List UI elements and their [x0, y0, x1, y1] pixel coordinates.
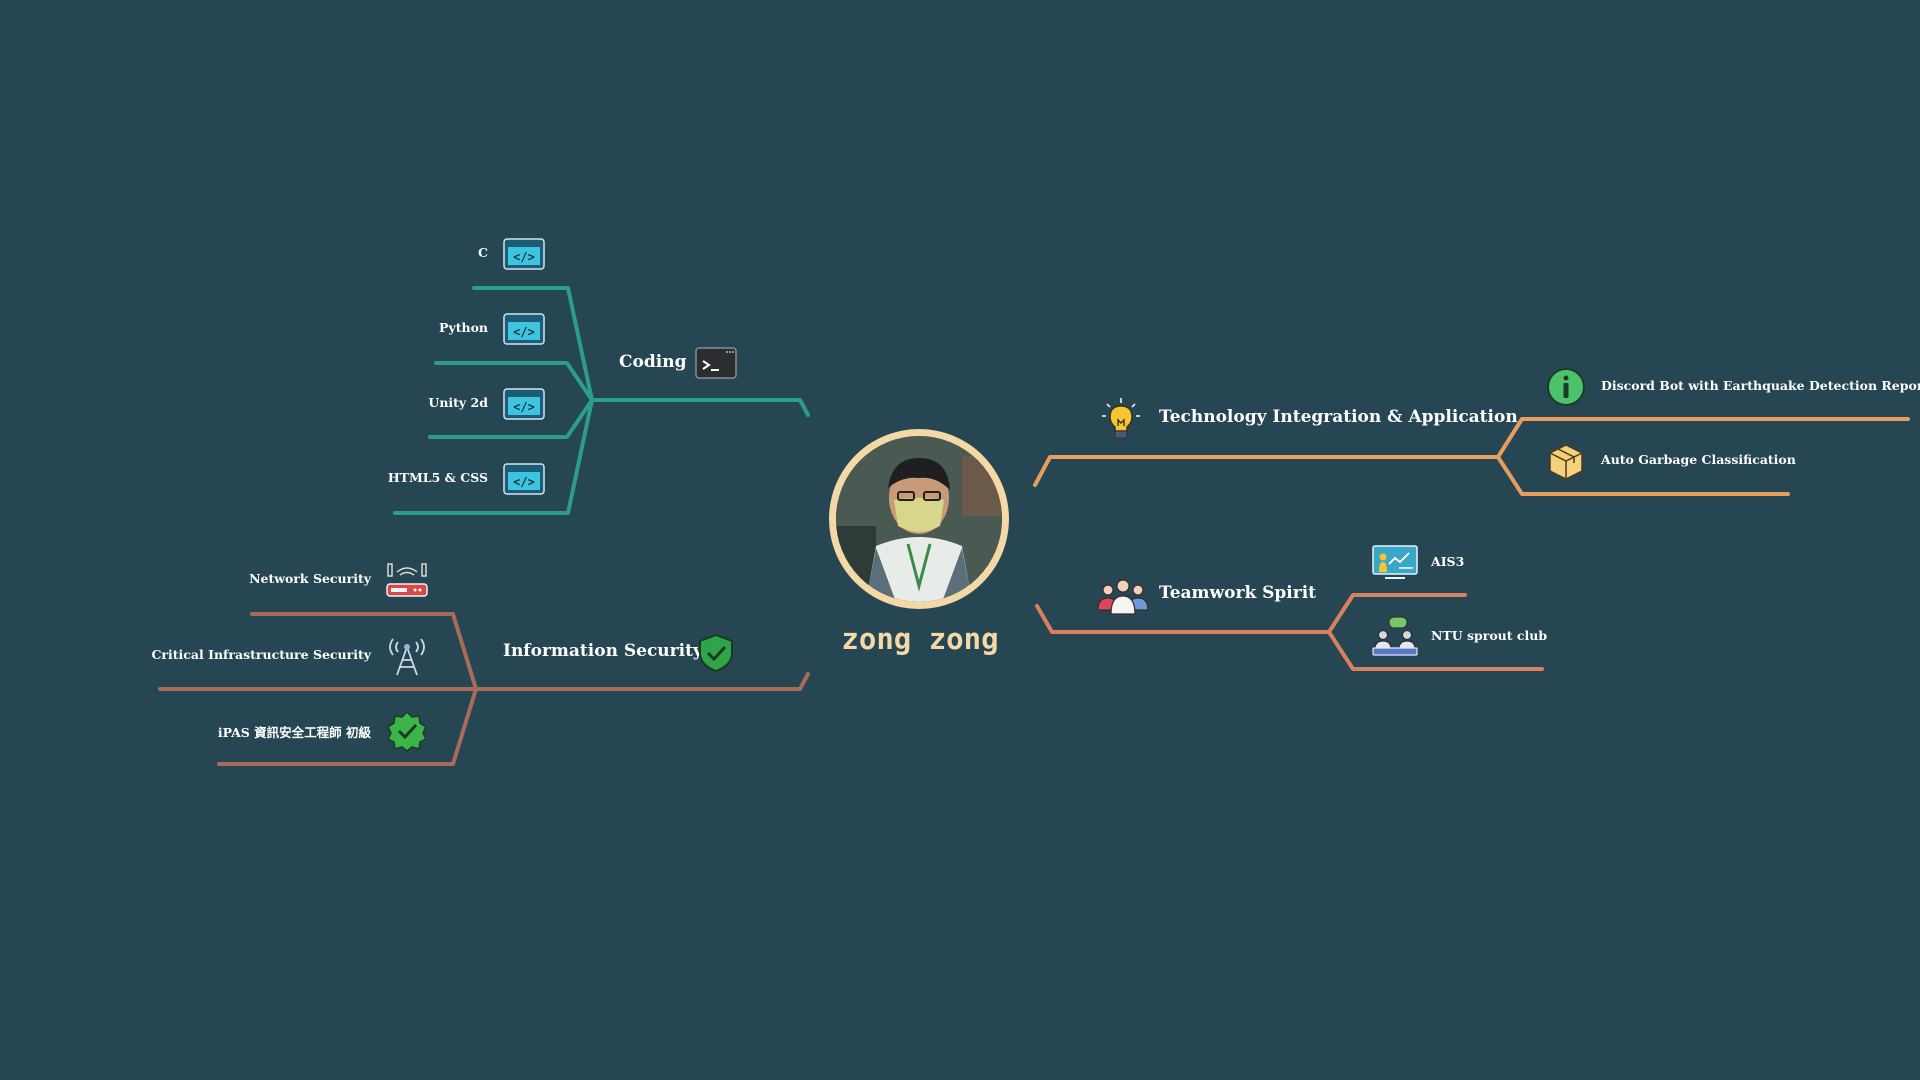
technology-connector: [1035, 457, 1498, 485]
discussion-icon: [1371, 615, 1419, 657]
coding-item-c-label[interactable]: C: [478, 245, 488, 260]
branch-security-label[interactable]: Information Security: [503, 641, 703, 661]
security-item-network-label[interactable]: Network Security: [249, 571, 371, 586]
center-name: zong zong: [820, 622, 1020, 656]
router-icon: [385, 562, 429, 600]
team-icon: [1096, 576, 1150, 616]
lightbulb-icon: [1099, 396, 1143, 442]
technology-item-garbage-label[interactable]: Auto Garbage Classification: [1601, 452, 1796, 467]
branch-coding-label[interactable]: Coding: [619, 352, 686, 372]
presentation-icon: [1371, 544, 1419, 580]
branch-technology-label[interactable]: Technology Integration & Application: [1159, 407, 1518, 427]
terminal-icon: [695, 347, 737, 379]
antenna-tower-icon: [385, 633, 429, 677]
verified-badge-icon: [386, 710, 428, 752]
svg-text:</>: </>: [513, 325, 535, 339]
code-icon: </>: [503, 388, 545, 420]
shield-check-icon: [697, 633, 735, 673]
box-icon: [1546, 441, 1586, 481]
coding-item-html-connector: [395, 400, 592, 513]
svg-text:</>: </>: [513, 400, 535, 414]
teamwork-connector: [1037, 606, 1329, 632]
coding-item-html-label[interactable]: HTML5 & CSS: [388, 470, 488, 485]
info-icon: [1546, 367, 1586, 407]
svg-text:</>: </>: [513, 250, 535, 264]
security-item-ipas-label[interactable]: iPAS 資訊安全工程師 初級: [218, 722, 371, 741]
avatar[interactable]: [829, 429, 1009, 609]
coding-item-python-label[interactable]: Python: [439, 320, 488, 335]
coding-connector: [592, 400, 808, 415]
code-icon: </>: [503, 463, 545, 495]
security-item-infra-label[interactable]: Critical Infrastructure Security: [151, 647, 371, 662]
code-icon: </>: [503, 238, 545, 270]
technology-item-discord-label[interactable]: Discord Bot with Earthquake Detection Re…: [1601, 378, 1920, 393]
security-connector: [476, 674, 808, 689]
coding-item-unity-label[interactable]: Unity 2d: [428, 395, 488, 410]
code-icon: </>: [503, 313, 545, 345]
branch-teamwork-label[interactable]: Teamwork Spirit: [1159, 583, 1316, 603]
teamwork-item-sprout-label[interactable]: NTU sprout club: [1431, 628, 1547, 643]
svg-text:</>: </>: [513, 475, 535, 489]
teamwork-item-ais3-label[interactable]: AIS3: [1431, 554, 1464, 569]
profile-photo: [836, 436, 1002, 602]
